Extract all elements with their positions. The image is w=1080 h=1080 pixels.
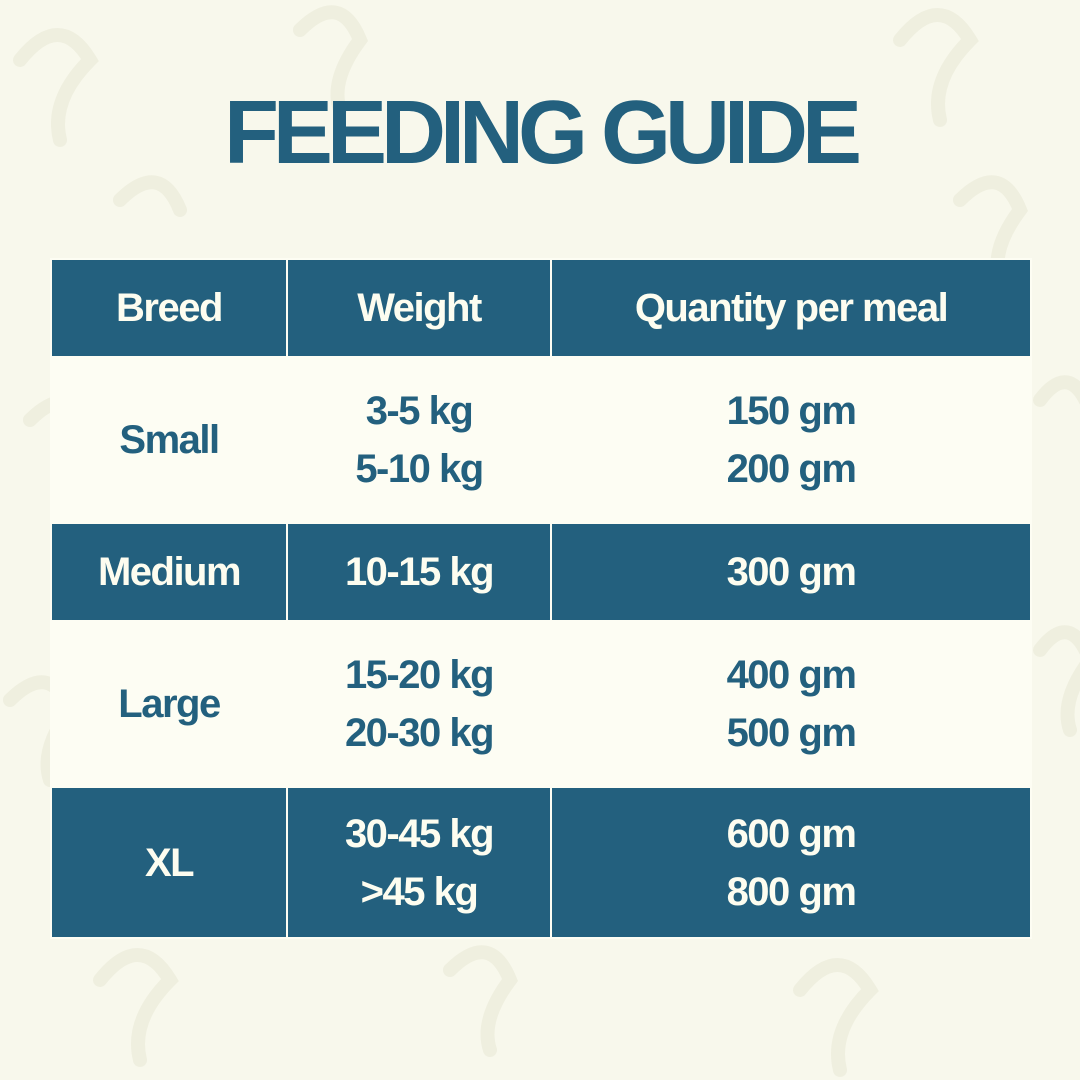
quantity-value: 200 gm — [726, 447, 857, 491]
weight-cell: 10-15 kg — [286, 522, 552, 622]
header-quantity: Quantity per meal — [550, 258, 1032, 358]
weight-value: 10-15 kg — [344, 550, 495, 594]
quantity-cell: 600 gm 800 gm — [550, 786, 1032, 939]
table-row: XL 30-45 kg >45 kg 600 gm 800 gm — [50, 786, 1032, 939]
quantity-value: 300 gm — [726, 550, 857, 594]
feeding-table: Breed Weight Quantity per meal Small 3-5… — [50, 258, 1032, 939]
quantity-value: 500 gm — [726, 711, 857, 755]
weight-cell: 3-5 kg 5-10 kg — [286, 356, 552, 524]
table-row: Large 15-20 kg 20-30 kg 400 gm 500 gm — [50, 620, 1032, 788]
quantity-cell: 400 gm 500 gm — [550, 620, 1032, 788]
table-row: Small 3-5 kg 5-10 kg 150 gm 200 gm — [50, 356, 1032, 524]
breed-cell: XL — [50, 786, 288, 939]
weight-value: 3-5 kg — [365, 389, 474, 433]
breed-cell: Large — [50, 620, 288, 788]
quantity-cell: 300 gm — [550, 522, 1032, 622]
weight-cell: 15-20 kg 20-30 kg — [286, 620, 552, 788]
breed-cell: Small — [50, 356, 288, 524]
quantity-value: 800 gm — [726, 869, 857, 914]
weight-value: 15-20 kg — [344, 653, 495, 697]
quantity-value: 600 gm — [726, 811, 857, 856]
header-breed: Breed — [50, 258, 288, 358]
page-title: FEEDING GUIDE — [223, 83, 862, 183]
weight-value: >45 kg — [360, 869, 479, 914]
quantity-cell: 150 gm 200 gm — [550, 356, 1032, 524]
breed-cell: Medium — [50, 522, 288, 622]
weight-value: 20-30 kg — [344, 711, 495, 755]
quantity-value: 150 gm — [726, 389, 857, 433]
header-weight: Weight — [286, 258, 552, 358]
table-header-row: Breed Weight Quantity per meal — [50, 258, 1032, 358]
table-row: Medium 10-15 kg 300 gm — [50, 522, 1032, 622]
weight-value: 5-10 kg — [355, 447, 484, 491]
weight-value: 30-45 kg — [344, 811, 495, 856]
weight-cell: 30-45 kg >45 kg — [286, 786, 552, 939]
quantity-value: 400 gm — [726, 653, 857, 697]
